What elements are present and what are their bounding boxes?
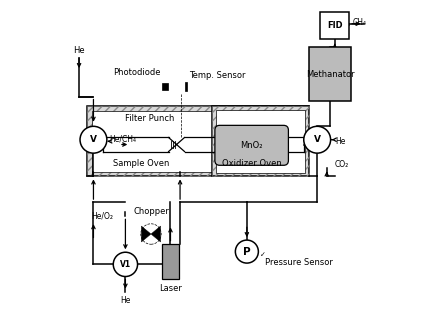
Text: Temp. Sensor: Temp. Sensor xyxy=(189,71,246,80)
Text: He: He xyxy=(120,296,131,305)
Bar xyxy=(87,106,309,177)
Text: CH₄: CH₄ xyxy=(352,18,366,27)
Text: FID: FID xyxy=(327,21,343,30)
Bar xyxy=(320,12,349,39)
Text: V: V xyxy=(313,135,321,144)
Text: Oxidizer Oven: Oxidizer Oven xyxy=(222,160,281,169)
Circle shape xyxy=(304,126,331,153)
Text: He: He xyxy=(335,137,345,146)
Text: V1: V1 xyxy=(120,260,131,269)
Bar xyxy=(309,47,351,101)
Text: H₂: H₂ xyxy=(271,127,281,136)
Text: Pressure Sensor: Pressure Sensor xyxy=(265,258,333,267)
Bar xyxy=(216,110,305,173)
Bar xyxy=(87,106,309,177)
Polygon shape xyxy=(151,226,161,242)
Text: Photodiode: Photodiode xyxy=(113,68,161,77)
Bar xyxy=(91,111,305,172)
Text: CO₂: CO₂ xyxy=(335,160,349,169)
Circle shape xyxy=(236,240,259,263)
Bar xyxy=(212,106,309,177)
Text: Sample Oven: Sample Oven xyxy=(113,160,170,169)
Bar xyxy=(162,244,179,279)
Text: He/O₂: He/O₂ xyxy=(92,212,113,221)
Text: He/CH₄: He/CH₄ xyxy=(109,134,136,143)
Text: Vent: Vent xyxy=(263,135,281,144)
Text: P: P xyxy=(243,247,251,256)
Bar xyxy=(212,106,309,177)
Text: Methanator: Methanator xyxy=(306,70,354,79)
Text: MnO₂: MnO₂ xyxy=(240,141,263,150)
Text: Chopper: Chopper xyxy=(133,207,169,216)
Text: V: V xyxy=(90,135,97,144)
Text: ✓: ✓ xyxy=(260,252,266,258)
Bar xyxy=(162,83,168,90)
Circle shape xyxy=(80,126,107,153)
Text: Filter Punch: Filter Punch xyxy=(126,114,175,123)
Text: He: He xyxy=(73,46,85,55)
Circle shape xyxy=(113,252,138,276)
Polygon shape xyxy=(142,226,151,242)
Text: Laser: Laser xyxy=(159,283,182,292)
Bar xyxy=(184,82,187,91)
FancyBboxPatch shape xyxy=(215,125,288,165)
